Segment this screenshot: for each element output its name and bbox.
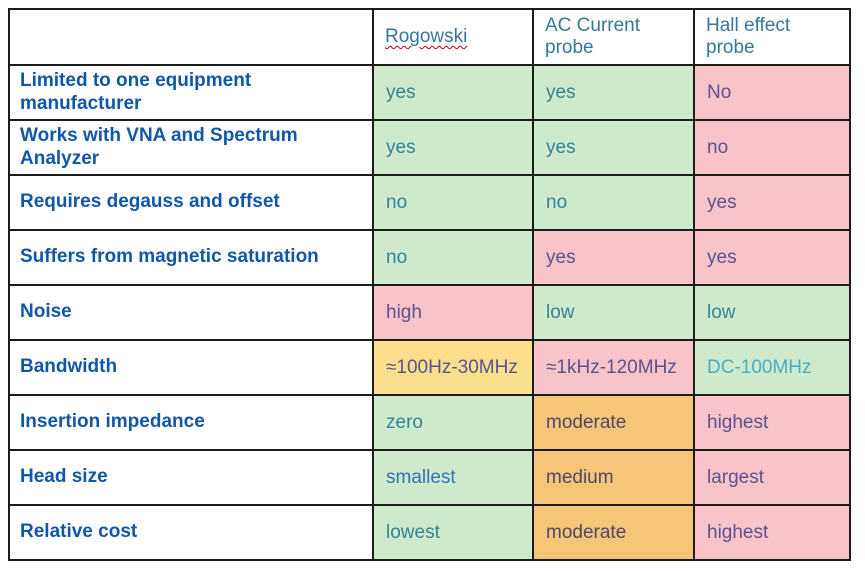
value-cell: highest: [693, 394, 851, 451]
value-cell: yes: [693, 174, 851, 231]
value-cell: zero: [372, 394, 534, 451]
column-header-rogowski: Rogowski: [372, 8, 534, 66]
value-cell: yes: [532, 119, 695, 176]
value-cell: ≈1kHz-120MHz: [532, 339, 695, 396]
probe-comparison-table: Rogowski AC Current probe Hall effect pr…: [8, 8, 851, 561]
value-cell: no: [693, 119, 851, 176]
value-cell: no: [532, 174, 695, 231]
table-row: Noise high low low: [8, 284, 851, 341]
value-cell: high: [372, 284, 534, 341]
value-cell: yes: [532, 64, 695, 121]
row-label: Noise: [8, 284, 374, 341]
value-cell: highest: [693, 504, 851, 561]
row-label: Insertion impedance: [8, 394, 374, 451]
value-cell: low: [532, 284, 695, 341]
table-row: Relative cost lowest moderate highest: [8, 504, 851, 561]
row-label: Head size: [8, 449, 374, 506]
row-label: Requires degauss and offset: [8, 174, 374, 231]
column-header-label: AC Current probe: [545, 15, 641, 58]
column-header-hall-effect-probe: Hall effect probe: [693, 8, 851, 66]
value-cell: smallest: [372, 449, 534, 506]
value-cell: moderate: [532, 394, 695, 451]
column-header-label: Hall effect probe: [706, 15, 791, 58]
value-cell: low: [693, 284, 851, 341]
value-cell: lowest: [372, 504, 534, 561]
table-row: Bandwidth ≈100Hz-30MHz ≈1kHz-120MHz DC-100M…: [8, 339, 851, 396]
value-cell: yes: [372, 119, 534, 176]
row-label: Limited to one equipment manufacturer: [8, 64, 374, 121]
value-cell: no: [372, 229, 534, 286]
value-cell: medium: [532, 449, 695, 506]
value-cell: ≈100Hz-30MHz: [372, 339, 534, 396]
value-cell: yes: [693, 229, 851, 286]
value-cell: yes: [372, 64, 534, 121]
value-cell: largest: [693, 449, 851, 506]
corner-cell: [8, 8, 374, 66]
row-label: Relative cost: [8, 504, 374, 561]
row-label: Suffers from magnetic saturation: [8, 229, 374, 286]
value-cell: yes: [532, 229, 695, 286]
table-row: Suffers from magnetic saturation no yes yes: [8, 229, 851, 286]
value-cell: moderate: [532, 504, 695, 561]
value-cell: No: [693, 64, 851, 121]
row-label: Works with VNA and Spectrum Analyzer: [8, 119, 374, 176]
column-header-label: Rogowski: [385, 26, 468, 48]
table-row: Limited to one equipment manufacturer yes…: [8, 64, 851, 121]
table-row: Works with VNA and Spectrum Analyzer yes y…: [8, 119, 851, 176]
header-row: Rogowski AC Current probe Hall effect pr…: [8, 8, 851, 66]
value-cell: no: [372, 174, 534, 231]
table-body: Limited to one equipment manufacturer yes…: [8, 64, 851, 561]
table-row: Head size smallest medium largest: [8, 449, 851, 506]
value-cell: DC-100MHz: [693, 339, 851, 396]
row-label: Bandwidth: [8, 339, 374, 396]
table-row: Requires degauss and offset no no yes: [8, 174, 851, 231]
table-row: Insertion impedance zero moderate highest: [8, 394, 851, 451]
column-header-ac-current-probe: AC Current probe: [532, 8, 695, 66]
